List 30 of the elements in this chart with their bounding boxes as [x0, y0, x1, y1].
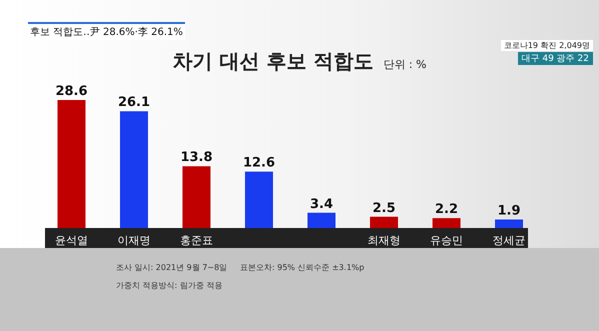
bar [432, 218, 460, 228]
bar [182, 166, 210, 228]
text: 가중치 적용방식: 림가중 적용 [116, 280, 222, 291]
bar [308, 212, 336, 228]
chart-subtitle: 단위 : % [383, 58, 427, 71]
data-label: 26.1 [118, 95, 150, 110]
data-label: 28.6 [55, 84, 88, 99]
chart-title: 차기 대선 후보 적합도 [172, 49, 374, 73]
data-label: 2.5 [372, 200, 396, 216]
x-tick-label: 홍준표 [180, 234, 213, 247]
text: 대구 49 광주 22 [518, 52, 593, 65]
x-tick-label: 정세균 [492, 234, 526, 247]
text: 후보 적합도‥尹 28.6%·李 26.1% [28, 22, 185, 40]
x-tick-label: 유승민 [430, 234, 463, 247]
bar [58, 100, 86, 228]
x-tick-label: 이재명 [117, 234, 150, 247]
data-label: 13.8 [180, 150, 213, 166]
text: 코로나19 확진 2,049명 [500, 40, 593, 51]
text: 조사 일시: 2021년 9월 7~8일 [116, 262, 228, 273]
x-tick-label: 최재형 [367, 234, 400, 247]
bar [120, 111, 148, 228]
data-label: 12.6 [242, 156, 276, 171]
bar [495, 219, 523, 228]
data-label: 3.4 [310, 196, 334, 212]
data-label: 2.2 [434, 202, 458, 218]
data-label: 1.9 [497, 203, 521, 218]
bar [245, 172, 273, 228]
text: 표본오차: 95% 신뢰수준 ±3.1%p [240, 262, 364, 273]
x-tick-label: 윤석열 [54, 234, 88, 247]
bar [370, 216, 398, 228]
